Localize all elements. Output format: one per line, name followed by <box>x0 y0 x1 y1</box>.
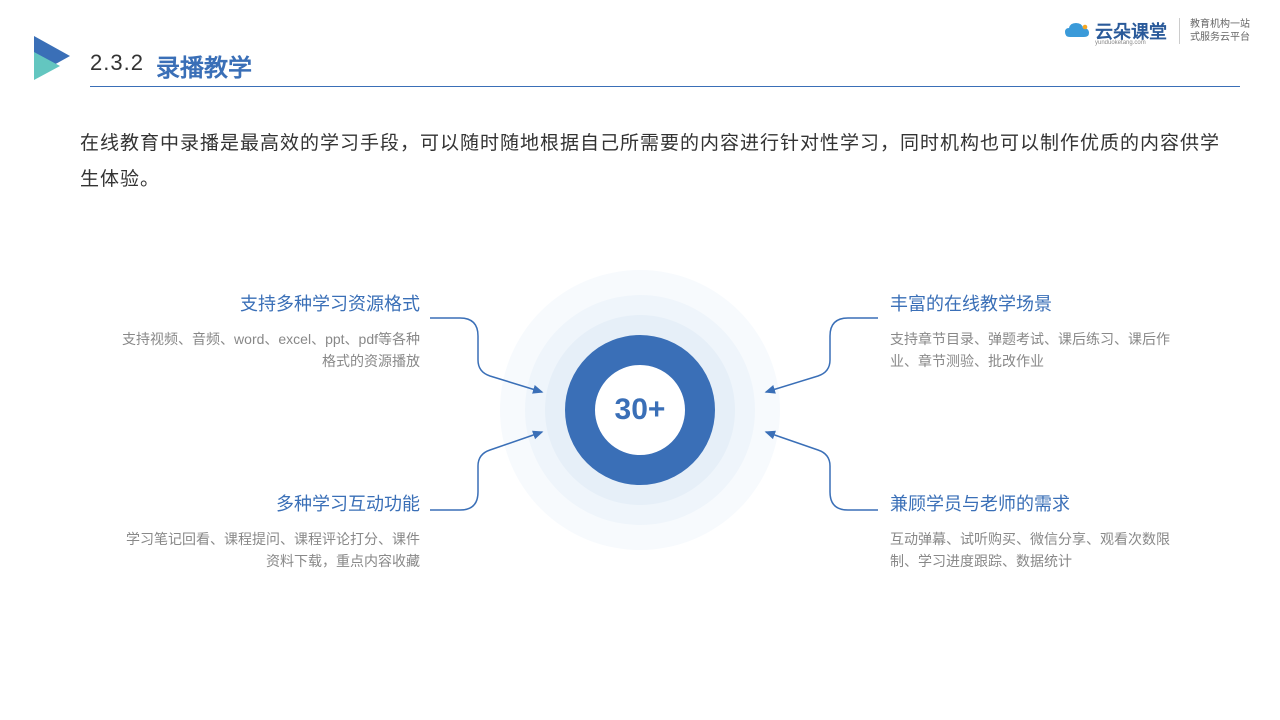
feature-desc: 互动弹幕、试听购买、微信分享、观看次数限制、学习进度跟踪、数据统计 <box>890 528 1190 573</box>
cloud-icon <box>1063 21 1091 41</box>
logo-divider <box>1179 18 1180 44</box>
section-number: 2.3.2 <box>90 50 144 76</box>
feature-title: 兼顾学员与老师的需求 <box>890 490 1190 516</box>
feature-desc: 学习笔记回看、课程提问、课程评论打分、课件资料下载，重点内容收藏 <box>120 528 420 573</box>
feature-bottom-left: 多种学习互动功能 学习笔记回看、课程提问、课程评论打分、课件资料下载，重点内容收… <box>120 490 420 573</box>
feature-title: 多种学习互动功能 <box>120 490 420 516</box>
section-title: 录播教学 <box>156 48 252 83</box>
logo-tagline-line2: 式服务云平台 <box>1190 31 1250 44</box>
header-triangle-icon <box>30 34 76 80</box>
feature-top-left: 支持多种学习资源格式 支持视频、音频、word、excel、ppt、pdf等各种… <box>120 290 420 373</box>
feature-top-right: 丰富的在线教学场景 支持章节目录、弹题考试、课后练习、课后作业、章节测验、批改作… <box>890 290 1190 373</box>
metric-value: 30+ <box>615 393 666 427</box>
feature-title: 支持多种学习资源格式 <box>120 290 420 316</box>
feature-desc: 支持章节目录、弹题考试、课后练习、课后作业、章节测验、批改作业 <box>890 328 1190 373</box>
logo-tagline: 教育机构一站 式服务云平台 <box>1190 18 1250 44</box>
brand-logo: 云朵课堂 yunduoketang.com 教育机构一站 式服务云平台 <box>1063 18 1250 44</box>
intro-paragraph: 在线教育中录播是最高效的学习手段，可以随时随地根据自己所需要的内容进行针对性学习… <box>80 126 1220 198</box>
logo-tagline-line1: 教育机构一站 <box>1190 18 1250 31</box>
center-metric: 30+ <box>500 270 780 550</box>
title-underline <box>90 86 1240 87</box>
feature-desc: 支持视频、音频、word、excel、ppt、pdf等各种格式的资源播放 <box>120 328 420 373</box>
metric-ring: 30+ <box>565 335 715 485</box>
feature-bottom-right: 兼顾学员与老师的需求 互动弹幕、试听购买、微信分享、观看次数限制、学习进度跟踪、… <box>890 490 1190 573</box>
logo-domain: yunduoketang.com <box>1095 40 1146 46</box>
feature-title: 丰富的在线教学场景 <box>890 290 1190 316</box>
